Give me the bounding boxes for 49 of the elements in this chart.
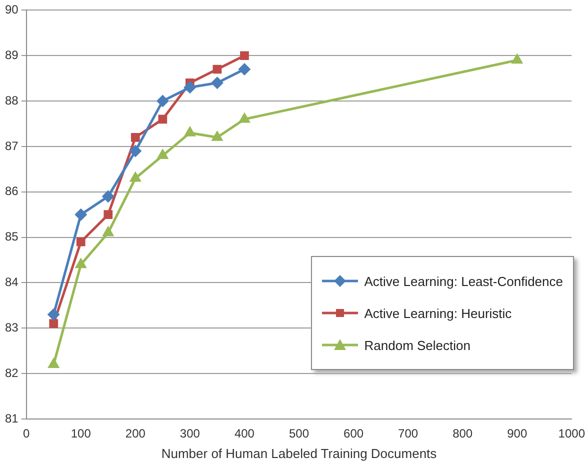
point [130,145,142,157]
point [76,258,86,268]
x-tick-label: 600 [344,426,364,441]
point [240,51,249,60]
legend-label: Active Learning: Heuristic [364,306,512,320]
point [184,82,196,94]
point [49,319,58,328]
point [184,127,196,136]
x-tick-label: 900 [507,426,528,441]
point [102,227,114,236]
x-tick-label: 800 [452,426,473,441]
point [212,132,222,141]
y-tick-label: 82 [4,366,19,380]
y-tick-label: 86 [4,184,19,198]
point [104,210,113,220]
x-tick-label: 700 [398,426,418,441]
point [158,150,168,160]
x-tick-label: 300 [180,426,200,441]
x-tick-label: 400 [234,426,255,441]
point [212,64,222,74]
point [158,114,168,124]
point [130,132,140,142]
x-tick-label: 0 [23,426,30,441]
y-tick-label: 90 [4,2,19,17]
y-tick-label: 84 [4,275,19,290]
point [76,237,86,246]
point [211,77,223,89]
y-tick-label: 89 [4,48,19,62]
y-tick-label: 88 [4,93,19,108]
point [239,113,250,123]
point [48,308,60,320]
x-tick-label: 100 [70,426,92,441]
point [75,208,87,220]
y-tick-label: 83 [4,320,19,334]
x-axis-title: Number of Human Labeled Training Documents [161,446,438,461]
x-tick-label: 1000 [558,426,586,441]
x-tick-label: 500 [288,426,310,441]
y-tick-label: 81 [4,411,19,426]
point [512,54,522,64]
legend-label: Random Selection [364,338,470,352]
y-tick-label: 87 [4,138,19,153]
legend-label: Active Learning: Least-Confidence [364,274,563,288]
x-tick-label: 200 [125,426,146,441]
y-tick-label: 85 [4,230,19,244]
point [48,358,59,368]
point [102,190,114,202]
point [156,95,168,107]
point [238,64,250,75]
point [130,172,141,182]
